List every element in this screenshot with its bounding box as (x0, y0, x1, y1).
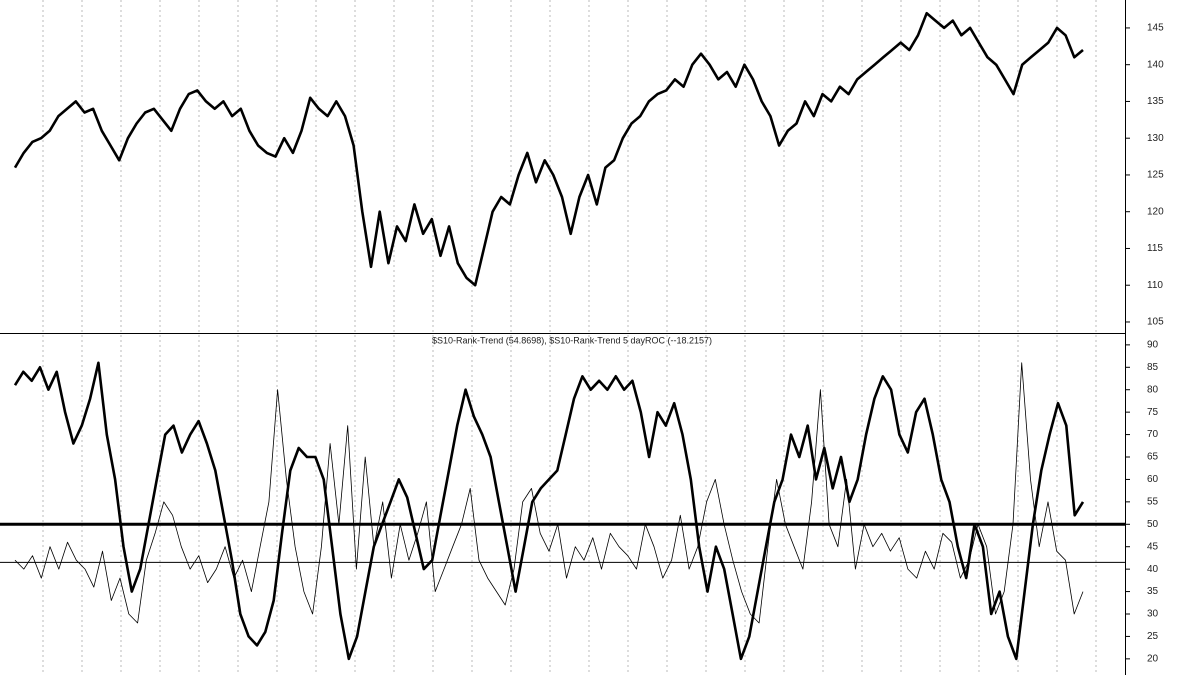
series-line (13, 361, 1085, 661)
y-tick-label: 90 (1147, 340, 1159, 351)
y-tick-label: 135 (1147, 96, 1164, 107)
y-tick-label: 105 (1147, 317, 1164, 328)
y-tick-label: 35 (1147, 586, 1159, 597)
y-tick-label: 30 (1147, 609, 1159, 620)
y-tick-label: 130 (1147, 133, 1164, 144)
y-tick-label: 65 (1147, 452, 1159, 463)
y-tick-label: 70 (1147, 429, 1159, 440)
panel-title: $S10-Rank-Trend (54.8698), $S10-Rank-Tre… (432, 335, 712, 345)
y-tick-label: 75 (1147, 407, 1159, 418)
y-tick-label: 40 (1147, 564, 1159, 575)
y-tick-label: 60 (1147, 474, 1159, 485)
y-tick-label: 85 (1147, 362, 1159, 373)
y-tick-label: 80 (1147, 384, 1159, 395)
series-line (14, 362, 1084, 624)
y-tick-label: 145 (1147, 23, 1164, 34)
y-tick-label: 110 (1147, 280, 1163, 291)
y-tick-label: 140 (1147, 59, 1164, 70)
y-tick-label: 25 (1147, 631, 1159, 642)
y-tick-label: 125 (1147, 170, 1164, 181)
y-tick-label: 120 (1147, 206, 1164, 217)
y-tick-label: 55 (1147, 497, 1159, 508)
y-tick-label: 50 (1147, 519, 1159, 530)
y-tick-label: 115 (1147, 243, 1163, 254)
series-line (13, 11, 1084, 287)
y-tick-label: 20 (1147, 653, 1159, 664)
y-tick-label: 45 (1147, 541, 1159, 552)
